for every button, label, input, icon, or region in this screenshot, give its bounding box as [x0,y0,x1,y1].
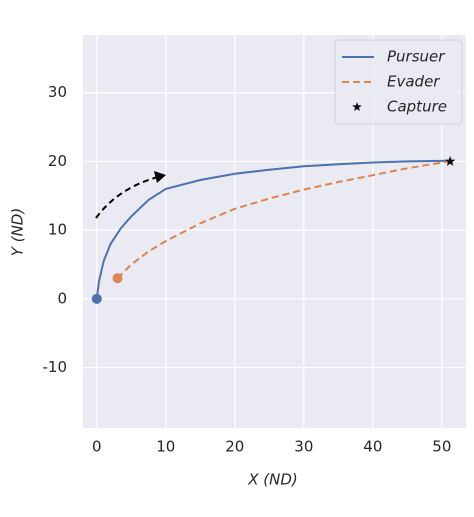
x-axis-label: X (ND) [247,471,298,489]
legend: Pursuer Evader Capture [334,39,463,125]
y-tick-label: 0 [57,289,67,307]
y-tick-label: 30 [48,83,67,101]
x-tick-label: 30 [294,438,313,456]
y-axis-label: Y (ND) [9,208,27,256]
legend-box [334,39,463,125]
marks [91,155,456,304]
arrow-head [154,171,166,183]
x-tick-label: 40 [363,438,382,456]
y-tick-label: 20 [48,152,67,170]
legend-label: Evader [387,73,440,91]
series-line [95,159,449,299]
capture-marker [444,155,456,166]
legend-label: Capture [387,98,447,116]
start-marker [91,293,102,304]
x-tick-label: 50 [432,438,451,456]
x-tick-label: 10 [156,438,175,456]
y-tick-label: -10 [43,358,68,376]
legend-label: Pursuer [387,48,445,66]
x-tick-label: 0 [92,438,102,456]
x-tick-label: 20 [225,438,244,456]
y-tick-label: 10 [48,221,67,239]
start-marker [112,273,123,284]
legend-marker [352,102,362,111]
series-line [116,160,449,279]
